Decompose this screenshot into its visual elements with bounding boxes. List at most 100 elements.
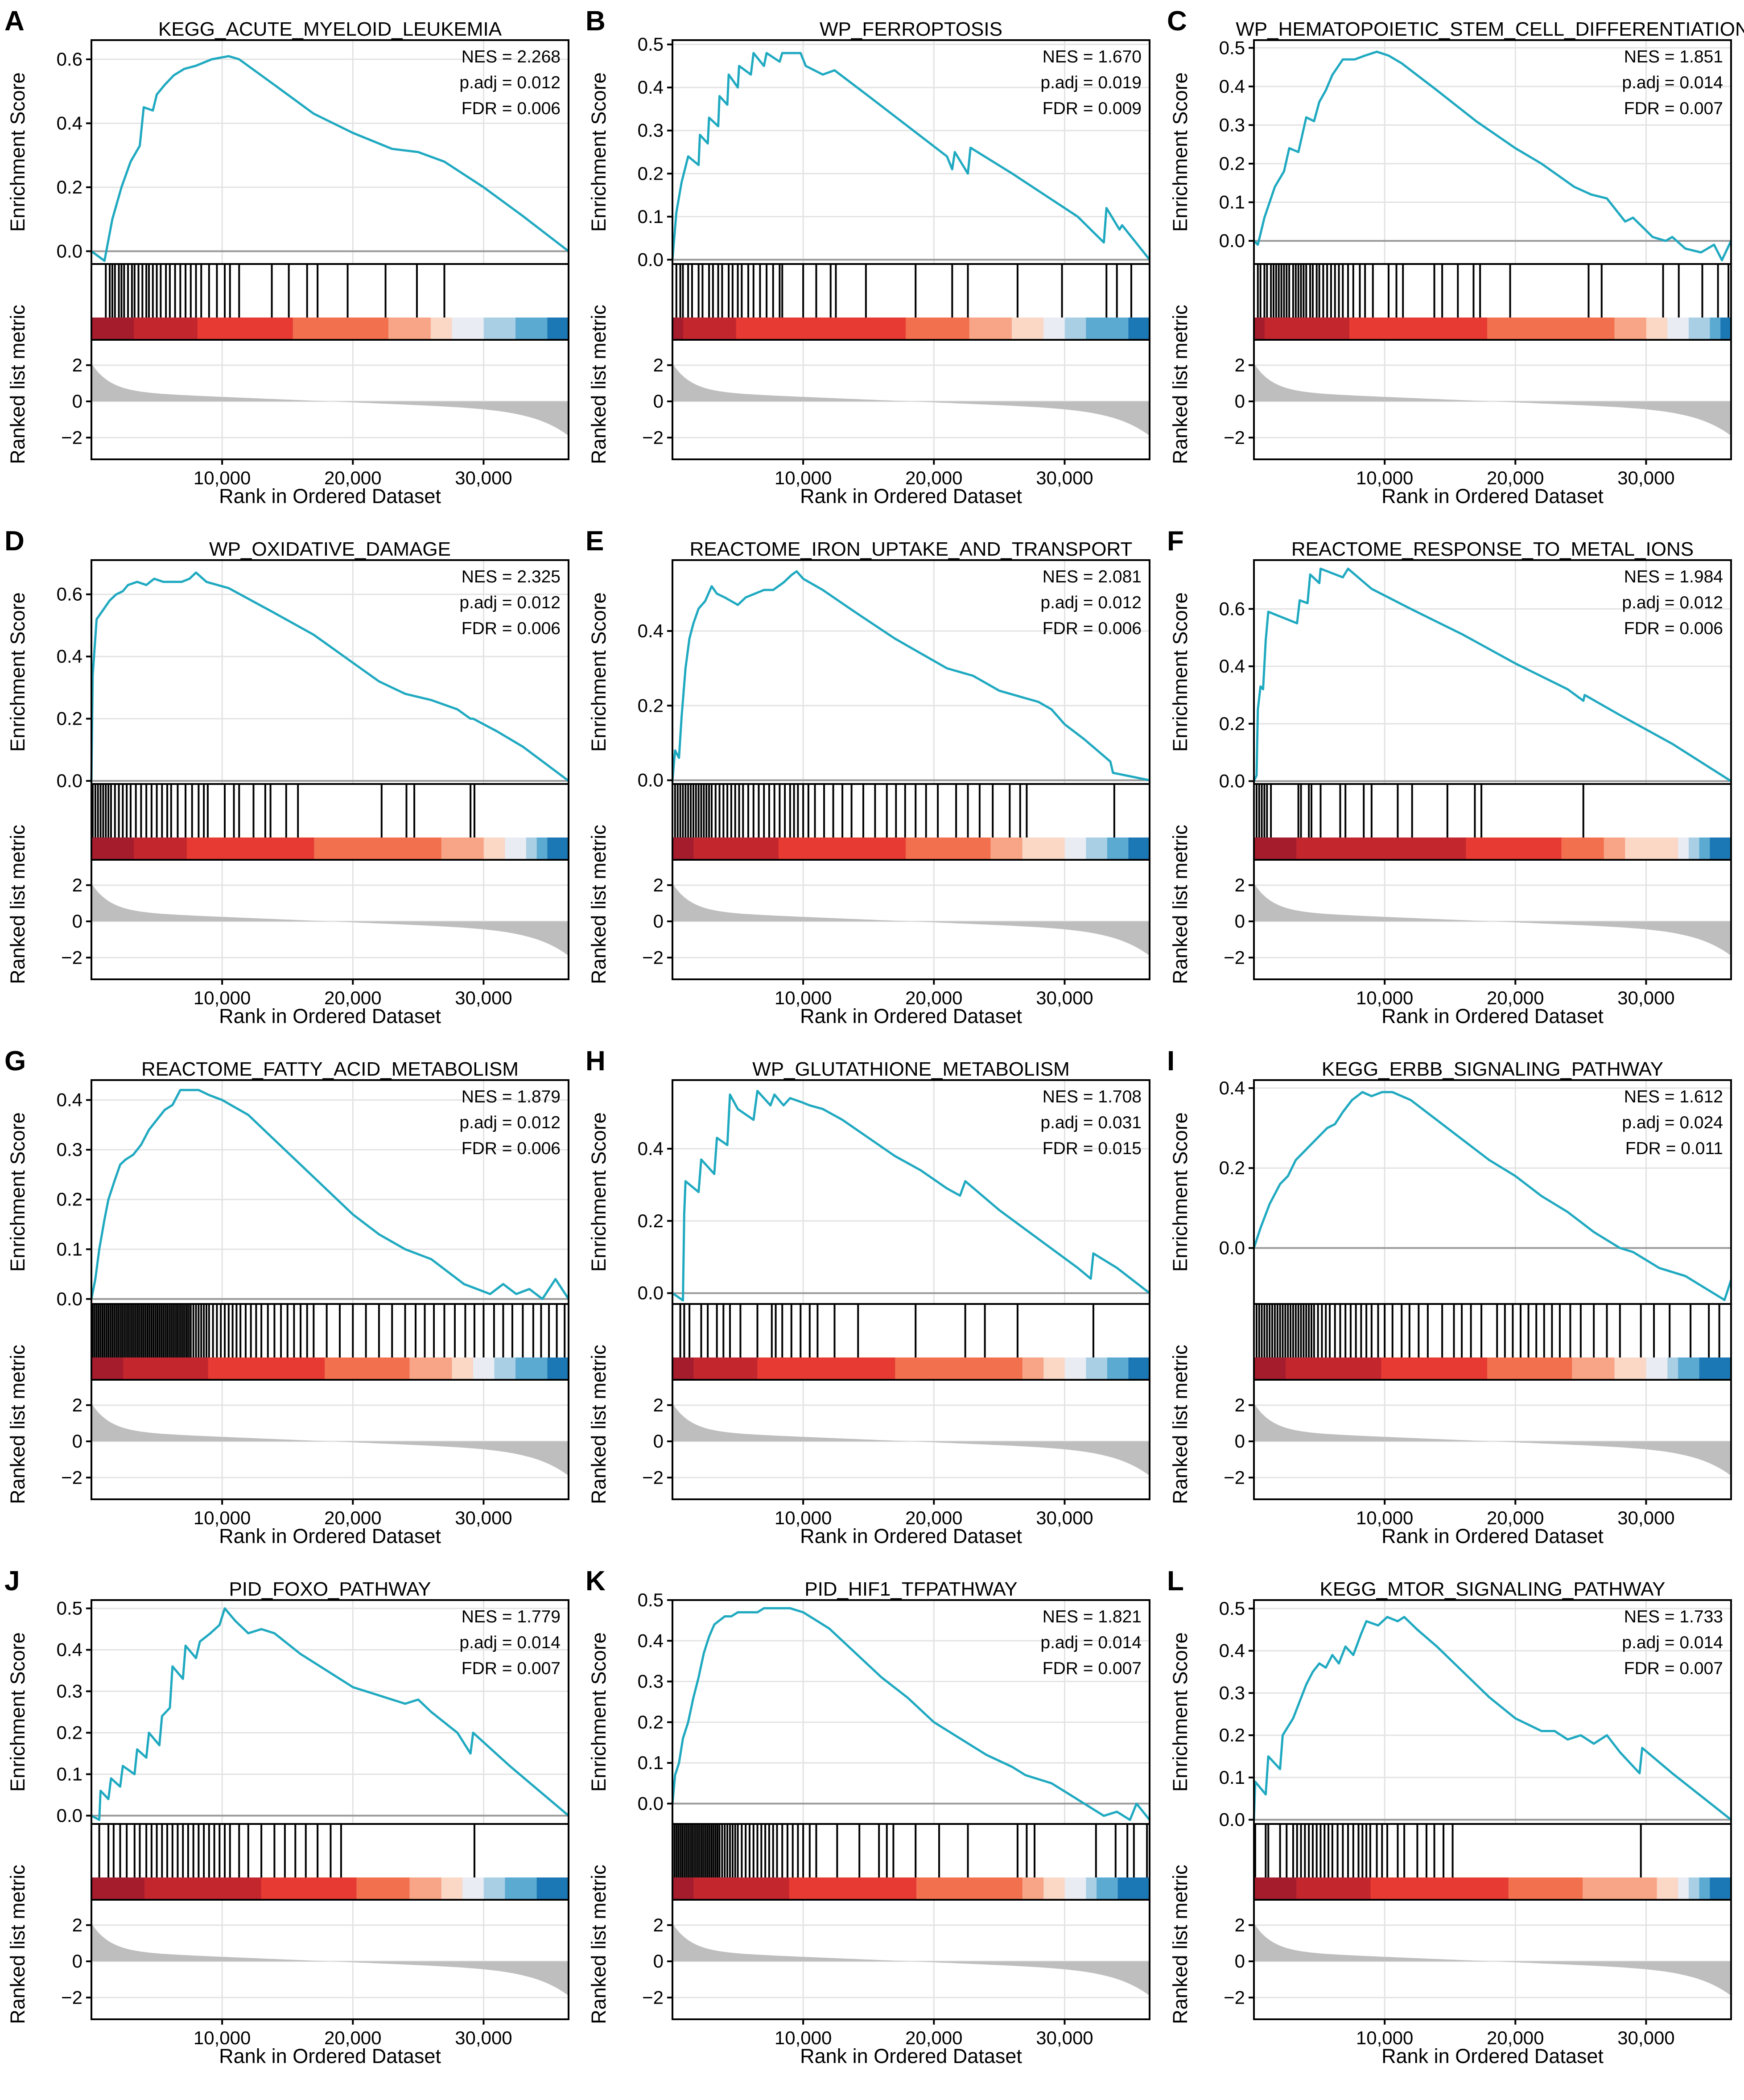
metric-plot-frame [672, 1899, 1150, 2020]
ranked-metric-area [91, 363, 569, 436]
heat-segment [810, 838, 821, 860]
heat-segment [969, 838, 981, 860]
heat-segment [842, 838, 853, 860]
es-y-tick-label: 0.0 [1219, 230, 1245, 251]
metric-y-tick-label: 0 [72, 391, 82, 412]
heat-segment [1033, 838, 1044, 860]
heat-segment [1392, 318, 1403, 340]
heat-segment [768, 1357, 779, 1380]
heat-segment [134, 1877, 145, 1900]
heat-segment [1097, 1877, 1108, 1900]
x-axis-label: Rank in Ordered Dataset [800, 1525, 1022, 1547]
heat-segment [102, 318, 113, 340]
heat-segment [906, 1877, 917, 1900]
heat-segment [1646, 838, 1657, 860]
heat-segment [261, 1877, 272, 1900]
es-y-tick-label: 0.1 [1219, 192, 1245, 213]
padj-value: p.adj = 0.024 [1622, 1113, 1723, 1132]
heat-segment [239, 1877, 251, 1900]
heat-segment [1530, 1877, 1541, 1900]
x-tick-label: 30,000 [1617, 987, 1674, 1008]
x-tick-label: 20,000 [324, 467, 381, 488]
heat-segment [1117, 1357, 1129, 1380]
heat-segment [1667, 1357, 1678, 1380]
heat-segment [1583, 838, 1594, 860]
heat-segment [1657, 1357, 1668, 1380]
nes-value: NES = 1.779 [462, 1607, 561, 1626]
heat-segment [959, 318, 970, 340]
heat-segment [473, 1357, 484, 1380]
es-plot-background [1254, 1600, 1731, 1824]
heat-segment [452, 838, 463, 860]
metric-y-tick-label: 0 [1235, 911, 1245, 932]
x-tick-label: 30,000 [1617, 1507, 1674, 1528]
heat-segment [937, 838, 948, 860]
es-y-tick-label: 0.0 [57, 770, 82, 791]
heat-segment [884, 1357, 895, 1380]
heat-segment [1275, 1357, 1286, 1380]
heat-segment [757, 838, 768, 860]
heat-segment [1370, 1877, 1381, 1900]
es-y-axis-label: Enrichment Score [1169, 72, 1192, 232]
panel-a: A KEGG_ACUTE_MYELOID_LEUKEMIA 0.0 0.2 0.4 0.6… [4, 6, 569, 507]
x-tick-label: 20,000 [324, 2027, 381, 2048]
heat-segment [715, 838, 726, 860]
heat-segment [155, 838, 166, 860]
heat-segment [197, 318, 209, 340]
metric-plot-frame [672, 339, 1150, 460]
heat-segment [441, 1877, 453, 1900]
heat-segment [1476, 318, 1488, 340]
heat-segment [399, 838, 410, 860]
heat-segment [1022, 1357, 1034, 1380]
heat-segment [197, 1357, 209, 1380]
heat-segment [778, 1877, 790, 1900]
x-axis-label: Rank in Ordered Dataset [1381, 1525, 1604, 1547]
heat-segment [1001, 1357, 1012, 1380]
heat-segment [134, 838, 145, 860]
heat-segment [704, 1357, 715, 1380]
x-tick-label: 10,000 [1356, 2027, 1413, 2048]
heat-segment [325, 838, 336, 860]
x-tick-label: 30,000 [1036, 467, 1093, 488]
heat-segment [1688, 1357, 1700, 1380]
metric-y-tick-label: −2 [61, 1467, 82, 1488]
heat-segment [420, 838, 431, 860]
heat-segment [1688, 318, 1700, 340]
heat-segment [282, 318, 293, 340]
heat-segment [505, 318, 516, 340]
heat-segment [1107, 318, 1118, 340]
x-tick-label: 30,000 [1036, 987, 1093, 1008]
x-tick-label: 10,000 [1356, 467, 1413, 488]
heat-segment [1381, 1357, 1392, 1380]
heat-segment [335, 838, 346, 860]
heat-segment [1636, 838, 1647, 860]
heat-segment [505, 1357, 516, 1380]
es-y-tick-label: 0.4 [638, 77, 664, 98]
heat-segment [367, 1877, 378, 1900]
heat-segment [746, 318, 758, 340]
heat-segment [123, 1357, 134, 1380]
es-y-tick-label: 0.4 [1219, 1077, 1245, 1098]
heat-segment [937, 318, 948, 340]
heat-segment [1466, 1877, 1477, 1900]
heat-segment [229, 1357, 240, 1380]
heat-segment [916, 1877, 928, 1900]
heat-segment [1530, 838, 1541, 860]
heat-segment [1657, 1877, 1668, 1900]
heat-segment [1445, 318, 1456, 340]
heat-segment [1636, 1877, 1647, 1900]
fdr-value: FDR = 0.007 [1624, 1659, 1723, 1678]
heat-segment [831, 318, 843, 340]
heat-segment [1043, 1357, 1055, 1380]
heat-segment [736, 1877, 747, 1900]
metric-y-tick-label: −2 [1224, 1467, 1245, 1488]
heat-segment [452, 1357, 463, 1380]
heat-segment [144, 318, 156, 340]
heat-segment [1370, 318, 1381, 340]
heat-segment [367, 318, 378, 340]
panel-title: WP_FERROPTOSIS [820, 18, 1002, 40]
x-axis-label: Rank in Ordered Dataset [219, 1525, 441, 1547]
heat-segment [874, 1357, 885, 1380]
heat-segment [1360, 838, 1371, 860]
heat-segment [1349, 1357, 1361, 1380]
